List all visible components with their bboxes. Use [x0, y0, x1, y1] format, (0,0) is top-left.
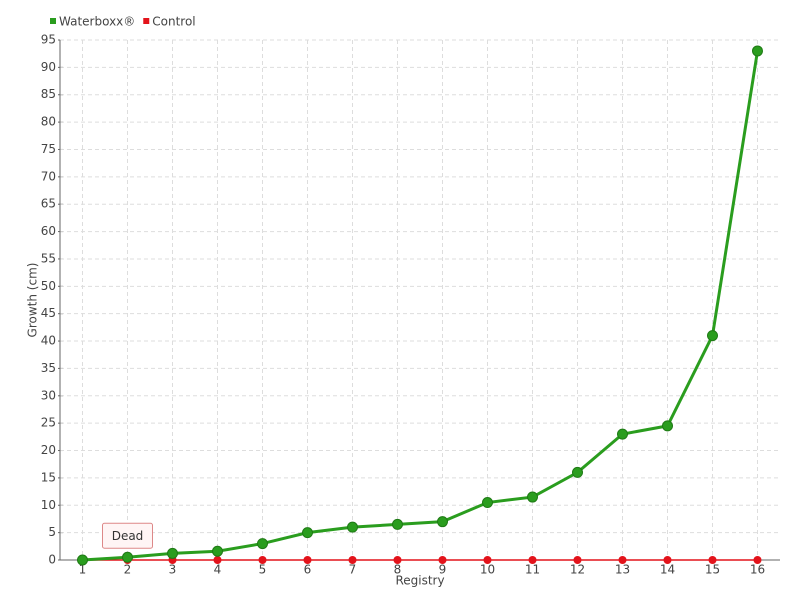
- data-point: [663, 556, 672, 564]
- x-tick-label: 12: [570, 563, 585, 577]
- data-point: [753, 556, 762, 564]
- data-point: [438, 556, 447, 564]
- x-tick-label: 15: [705, 563, 720, 577]
- y-tick-label: 60: [41, 224, 56, 238]
- data-point: [303, 556, 312, 564]
- data-point: [437, 516, 448, 528]
- x-tick-label: 10: [480, 563, 495, 577]
- y-tick-label: 40: [41, 334, 56, 348]
- x-tick-label: 9: [439, 563, 447, 577]
- y-tick-label: 80: [41, 115, 56, 129]
- y-tick-label: 5: [48, 525, 56, 539]
- y-tick-label: 20: [41, 443, 56, 457]
- x-tick-label: 13: [615, 563, 630, 577]
- data-point: [483, 556, 492, 564]
- y-tick-label: 85: [41, 87, 56, 101]
- annotation-box: [102, 522, 153, 549]
- y-tick-label: 25: [41, 416, 56, 430]
- data-point: [212, 545, 223, 557]
- x-tick-label: 1: [79, 563, 87, 577]
- legend-swatch: [50, 18, 56, 24]
- data-point: [122, 551, 133, 563]
- y-tick-label: 45: [41, 306, 56, 320]
- y-tick-label: 90: [41, 60, 56, 74]
- legend-swatch: [143, 18, 150, 24]
- x-tick-label: 2: [124, 563, 132, 577]
- data-point: [392, 518, 403, 530]
- x-axis-title: Registry: [395, 574, 444, 588]
- data-point: [707, 330, 718, 342]
- x-tick-label: 6: [304, 563, 312, 577]
- x-tick-label: 14: [660, 563, 675, 577]
- legend-label: Waterboxx®: [59, 15, 135, 29]
- y-tick-label: 30: [41, 388, 56, 402]
- data-point: [482, 497, 493, 509]
- y-tick-label: 35: [41, 361, 56, 375]
- y-tick-label: 10: [41, 498, 56, 512]
- x-tick-label: 4: [214, 563, 222, 577]
- x-tick-label: 5: [259, 563, 267, 577]
- legend-label: Control: [152, 15, 195, 29]
- data-point: [167, 547, 178, 559]
- data-point: [393, 556, 402, 564]
- x-tick-label: 11: [525, 563, 540, 577]
- x-tick-label: 8: [394, 563, 402, 577]
- data-point: [573, 556, 582, 564]
- y-axis-title: Growth (cm): [26, 263, 40, 338]
- data-point: [302, 527, 313, 539]
- x-tick-label: 16: [750, 563, 765, 577]
- data-point: [708, 556, 717, 564]
- data-point: [572, 466, 583, 478]
- data-point: [618, 556, 627, 564]
- x-tick-label: 7: [349, 563, 357, 577]
- data-point: [662, 420, 673, 432]
- data-point: [617, 428, 628, 440]
- data-point: [752, 45, 763, 57]
- data-point: [213, 556, 222, 564]
- y-tick-label: 55: [41, 251, 56, 265]
- data-point: [257, 538, 268, 550]
- data-point: [348, 556, 357, 564]
- y-tick-label: 65: [41, 197, 56, 211]
- y-tick-label: 0: [48, 553, 56, 567]
- y-tick-label: 50: [41, 279, 56, 293]
- series-line: [82, 50, 759, 562]
- data-point: [347, 521, 358, 533]
- y-tick-label: 95: [41, 33, 56, 47]
- data-point: [258, 556, 267, 564]
- y-tick-label: 70: [41, 169, 56, 183]
- annotation: Dead: [112, 529, 144, 543]
- x-tick-label: 3: [169, 563, 177, 577]
- data-point: [528, 556, 537, 564]
- y-tick-label: 75: [41, 142, 56, 156]
- y-tick-label: 15: [41, 470, 56, 484]
- data-point: [527, 491, 538, 503]
- data-point: [77, 554, 88, 566]
